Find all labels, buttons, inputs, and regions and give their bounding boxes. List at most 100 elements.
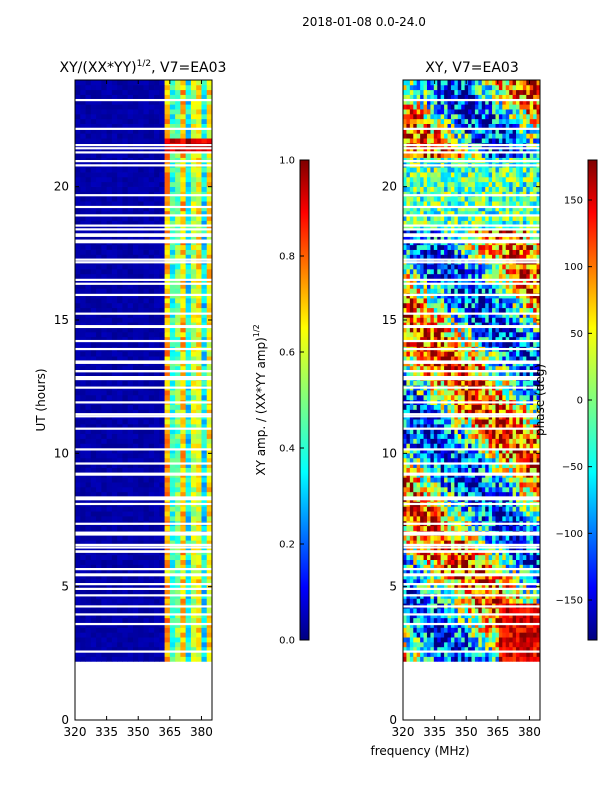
amp-heatmap-cell (101, 564, 108, 570)
amp-heatmap-cell (190, 89, 197, 95)
amp-heatmap-cell (175, 433, 181, 439)
phase-heatmap-cell (516, 506, 520, 512)
amp-heatmap-cell (201, 128, 208, 134)
amp-heatmap-cell (175, 554, 181, 560)
phase-heatmap-cell (492, 651, 496, 657)
phase-heatmap-cell (498, 588, 503, 594)
phase-heatmap-cell (409, 559, 414, 565)
phase-heatmap-cell (536, 622, 540, 628)
amp-heatmap-cell (117, 220, 123, 226)
amp-heatmap-cell (190, 578, 197, 585)
phase-heatmap-cell (457, 516, 462, 522)
phase-heatmap-cell (444, 646, 448, 653)
phase-heatmap-cell (492, 482, 496, 488)
amp-heatmap-cell (111, 506, 118, 512)
phase-heatmap-cell (464, 516, 469, 522)
amp-heatmap-cell (80, 380, 86, 386)
amp-heatmap-cell (201, 244, 208, 250)
amp-heatmap-cell (206, 511, 212, 517)
phase-heatmap-cell (488, 467, 493, 473)
phase-heatmap-cell (468, 535, 472, 541)
amp-heatmap-cell (154, 322, 160, 328)
phase-heatmap-cell (526, 637, 531, 643)
amp-ytick-label: 20 (54, 180, 69, 194)
amp-heatmap-cell (138, 283, 144, 289)
amp-heatmap-cell (101, 646, 108, 653)
phase-heatmap-cell (516, 453, 520, 459)
amp-heatmap-cell (127, 433, 134, 439)
amp-heatmap-cell (80, 118, 86, 124)
phase-heatmap-cell (426, 656, 431, 662)
phase-heatmap-cell (481, 564, 486, 570)
amp-heatmap-cell (111, 249, 118, 255)
phase-heatmap-cell (529, 627, 534, 633)
amp-heatmap-cell (196, 569, 202, 575)
amp-heatmap-cell (111, 617, 118, 623)
phase-heatmap-cell (403, 448, 407, 454)
phase-heatmap-cell (413, 583, 418, 590)
amp-heatmap-cell (164, 327, 171, 333)
amp-heatmap-cell (159, 186, 165, 192)
amp-heatmap-cell (185, 482, 192, 488)
phase-heatmap-cell (498, 574, 503, 580)
phase-heatmap-cell (495, 540, 500, 546)
phase-heatmap-cell (454, 646, 459, 653)
amp-heatmap-cell (196, 268, 202, 275)
amp-heatmap-cell (185, 453, 192, 459)
amp-heatmap-cell (201, 317, 208, 323)
amp-heatmap-cell (75, 113, 81, 120)
amp-heatmap-cell (96, 627, 102, 633)
amp-heatmap-cell (90, 535, 97, 541)
amp-heatmap-cell (143, 341, 150, 347)
amp-heatmap-cell (190, 462, 197, 468)
amp-heatmap-cell (185, 307, 192, 313)
amp-heatmap-cell (159, 491, 165, 498)
phase-heatmap-cell (403, 617, 407, 623)
amp-heatmap-cell (154, 622, 160, 628)
amp-heatmap-cell (196, 477, 202, 483)
amp-heatmap-cell (169, 646, 176, 653)
amp-heatmap-cell (122, 283, 129, 289)
amp-heatmap-cell (201, 462, 208, 468)
amp-heatmap-cell (180, 632, 187, 638)
phase-heatmap-cell (409, 506, 414, 512)
phase-heatmap-cell (447, 617, 452, 623)
amp-heatmap-cell (106, 181, 113, 187)
phase-heatmap-cell (536, 486, 540, 493)
phase-heatmap-cell (505, 651, 510, 657)
amp-heatmap-cell (196, 656, 202, 662)
amp-heatmap-cell (175, 264, 181, 270)
amp-heatmap-cell (196, 578, 202, 585)
amp-heatmap-cell (101, 167, 108, 173)
amp-flag-gap (75, 347, 212, 351)
amp-xtick-label: 380 (190, 725, 213, 739)
amp-heatmap-cell (180, 312, 187, 318)
amp-heatmap-cell (180, 80, 187, 86)
amp-heatmap-cell (206, 94, 212, 100)
phase-heatmap-cell (502, 477, 507, 483)
amp-heatmap-cell (164, 419, 171, 425)
amp-heatmap-cell (180, 540, 187, 546)
amp-heatmap-cell (122, 322, 129, 328)
phase-heatmap-cell (444, 656, 448, 662)
amp-heatmap-cell (159, 448, 165, 454)
amp-heatmap-cell (96, 249, 102, 255)
phase-heatmap-cell (447, 453, 452, 459)
amp-heatmap-cell (154, 312, 160, 318)
phase-heatmap-cell (426, 598, 431, 604)
amp-heatmap-cell (154, 118, 160, 124)
phase-heatmap-cell (474, 486, 479, 493)
amp-heatmap-cell (185, 283, 192, 289)
phase-heatmap-cell (416, 457, 421, 464)
amp-heatmap-cell (169, 390, 176, 396)
amp-heatmap-cell (132, 428, 139, 435)
amp-heatmap-cell (201, 540, 208, 546)
amp-heatmap-cell (85, 331, 92, 338)
phase-heatmap-cell (450, 598, 455, 604)
phase-heatmap-cell (447, 637, 452, 643)
amp-heatmap-cell (75, 268, 81, 275)
amp-heatmap-cell (96, 118, 102, 124)
phase-heatmap-cell (492, 486, 496, 493)
phase-heatmap-cell (464, 477, 469, 483)
amp-heatmap-cell (164, 448, 171, 454)
